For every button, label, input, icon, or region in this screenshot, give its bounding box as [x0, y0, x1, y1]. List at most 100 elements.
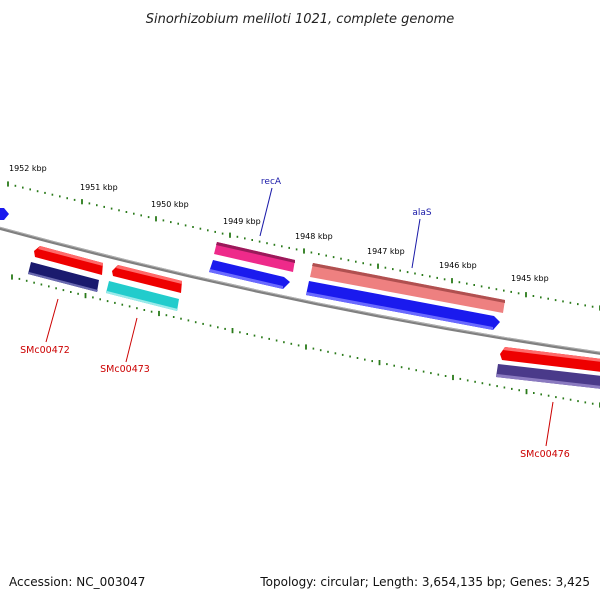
- outer-ring-minor-tick: [591, 305, 594, 308]
- outer-ring-minor-tick: [495, 288, 498, 291]
- outer-ring-minor-tick: [236, 235, 239, 238]
- inner-ring-minor-tick: [511, 387, 513, 390]
- inner-ring-minor-tick: [364, 358, 366, 361]
- inner-ring-minor-tick: [393, 364, 395, 367]
- outer-ring-minor-tick: [281, 245, 283, 248]
- outer-ring-minor-tick: [318, 253, 320, 256]
- outer-ring-major-tick: [451, 278, 453, 284]
- outer-ring-minor-tick: [310, 251, 313, 254]
- feature-red-2[interactable]: [112, 265, 182, 293]
- inner-ring-minor-tick: [246, 333, 248, 335]
- scale-label-1945: 1945 kbp: [511, 274, 549, 283]
- outer-ring-major-tick: [229, 232, 231, 238]
- inner-ring-minor-tick: [400, 366, 403, 369]
- inner-ring-major-tick: [231, 328, 234, 334]
- outer-ring-minor-tick: [88, 202, 91, 205]
- inner-ring-minor-tick: [408, 367, 410, 370]
- scale-label-1952: 1952 kbp: [9, 164, 47, 173]
- outer-ring-minor-tick: [103, 205, 105, 208]
- feature-smc00473[interactable]: [106, 281, 179, 311]
- inner-ring-minor-tick: [62, 289, 65, 292]
- scale-label-1948: 1948 kbp: [295, 232, 333, 241]
- feature-alaS[interactable]: [310, 263, 505, 313]
- outer-ring-minor-tick: [429, 275, 431, 278]
- outer-ring-minor-tick: [288, 246, 290, 249]
- inner-ring-minor-tick: [518, 389, 520, 392]
- inner-ring-minor-tick: [341, 353, 344, 356]
- genome-backbone: [0, 226, 600, 355]
- feature-edge-blue[interactable]: [0, 208, 9, 220]
- inner-ring-minor-tick: [415, 369, 417, 372]
- inner-ring-minor-tick: [143, 309, 146, 311]
- SMc00472-leader-line: [45, 298, 59, 343]
- outer-ring-minor-tick: [36, 190, 39, 193]
- inner-ring-minor-tick: [106, 300, 109, 303]
- inner-ring-minor-tick: [77, 292, 79, 295]
- outer-ring-minor-tick: [325, 254, 327, 257]
- outer-ring-minor-tick: [384, 266, 387, 269]
- feature-recA[interactable]: [214, 242, 295, 272]
- inner-ring-major-tick: [158, 310, 160, 317]
- outer-ring-minor-tick: [147, 216, 150, 219]
- accession-text: Accession: NC_003047: [9, 575, 145, 589]
- inner-ring-minor-tick: [356, 357, 359, 359]
- outer-ring-minor-tick: [443, 278, 446, 281]
- outer-ring-minor-tick: [480, 285, 483, 288]
- outer-ring-minor-tick: [540, 296, 542, 299]
- inner-ring-minor-tick: [591, 402, 594, 405]
- inner-ring-minor-tick: [312, 347, 315, 350]
- outer-ring-minor-tick: [332, 256, 335, 259]
- inner-ring-minor-tick: [48, 285, 50, 288]
- outer-ring-minor-tick: [244, 237, 246, 240]
- outer-ring-minor-tick: [355, 260, 357, 263]
- inner-ring-minor-tick: [562, 397, 565, 400]
- outer-ring-minor-tick: [110, 207, 113, 210]
- inner-ring-major-tick: [378, 360, 381, 366]
- outer-ring-minor-tick: [488, 286, 490, 289]
- outer-ring-minor-tick: [362, 262, 364, 265]
- inner-ring-minor-tick: [577, 400, 579, 403]
- outer-ring-minor-tick: [133, 212, 135, 215]
- inner-ring-minor-tick: [569, 398, 572, 401]
- inner-ring-major-tick: [84, 293, 87, 299]
- inner-ring-minor-tick: [327, 350, 329, 353]
- inner-ring-minor-tick: [136, 307, 138, 310]
- outer-ring-minor-tick: [170, 221, 172, 224]
- gene-label-alaS[interactable]: alaS: [412, 208, 432, 218]
- outer-ring-major-tick: [155, 216, 157, 222]
- inner-ring-minor-tick: [297, 344, 300, 347]
- gene-label-recA[interactable]: recA: [261, 177, 282, 187]
- gene-label-SMc00476[interactable]: SMc00476: [520, 449, 570, 460]
- scale-label-1951: 1951 kbp: [80, 183, 118, 192]
- outer-ring-minor-tick: [436, 276, 438, 279]
- inner-scale-ring: [11, 274, 600, 408]
- SMc00473-leader-line: [125, 317, 138, 363]
- inner-ring-minor-tick: [386, 363, 388, 366]
- inner-ring-major-tick: [525, 389, 528, 395]
- inner-ring-minor-tick: [555, 396, 557, 399]
- gene-label-SMc00473[interactable]: SMc00473: [100, 364, 150, 375]
- inner-ring-minor-tick: [224, 327, 226, 330]
- outer-ring-minor-tick: [473, 284, 475, 286]
- feature-smc00472[interactable]: [28, 262, 99, 292]
- inner-ring-minor-tick: [99, 298, 101, 301]
- feature-blue-under-recA[interactable]: [209, 260, 290, 289]
- gene-label-SMc00472[interactable]: SMc00472: [20, 345, 70, 356]
- inner-ring-minor-tick: [202, 322, 204, 325]
- inner-ring-minor-tick: [70, 291, 72, 293]
- feature-red-3[interactable]: [500, 347, 600, 372]
- outer-ring-minor-tick: [207, 229, 209, 232]
- outer-ring-minor-tick: [532, 295, 535, 297]
- inner-ring-minor-tick: [444, 375, 447, 377]
- outer-ring-minor-tick: [118, 209, 120, 212]
- inner-ring-minor-tick: [150, 310, 153, 313]
- inner-ring-minor-tick: [349, 355, 351, 358]
- feature-red-1[interactable]: [34, 246, 103, 275]
- feature-blue-under-alaS[interactable]: [306, 281, 500, 330]
- inner-ring-minor-tick: [481, 382, 484, 385]
- inner-ring-minor-tick: [334, 352, 337, 355]
- outer-ring-minor-tick: [584, 304, 586, 307]
- genome-summary-text: Topology: circular; Length: 3,654,135 bp…: [259, 575, 590, 589]
- feature-smc00476[interactable]: [496, 364, 600, 389]
